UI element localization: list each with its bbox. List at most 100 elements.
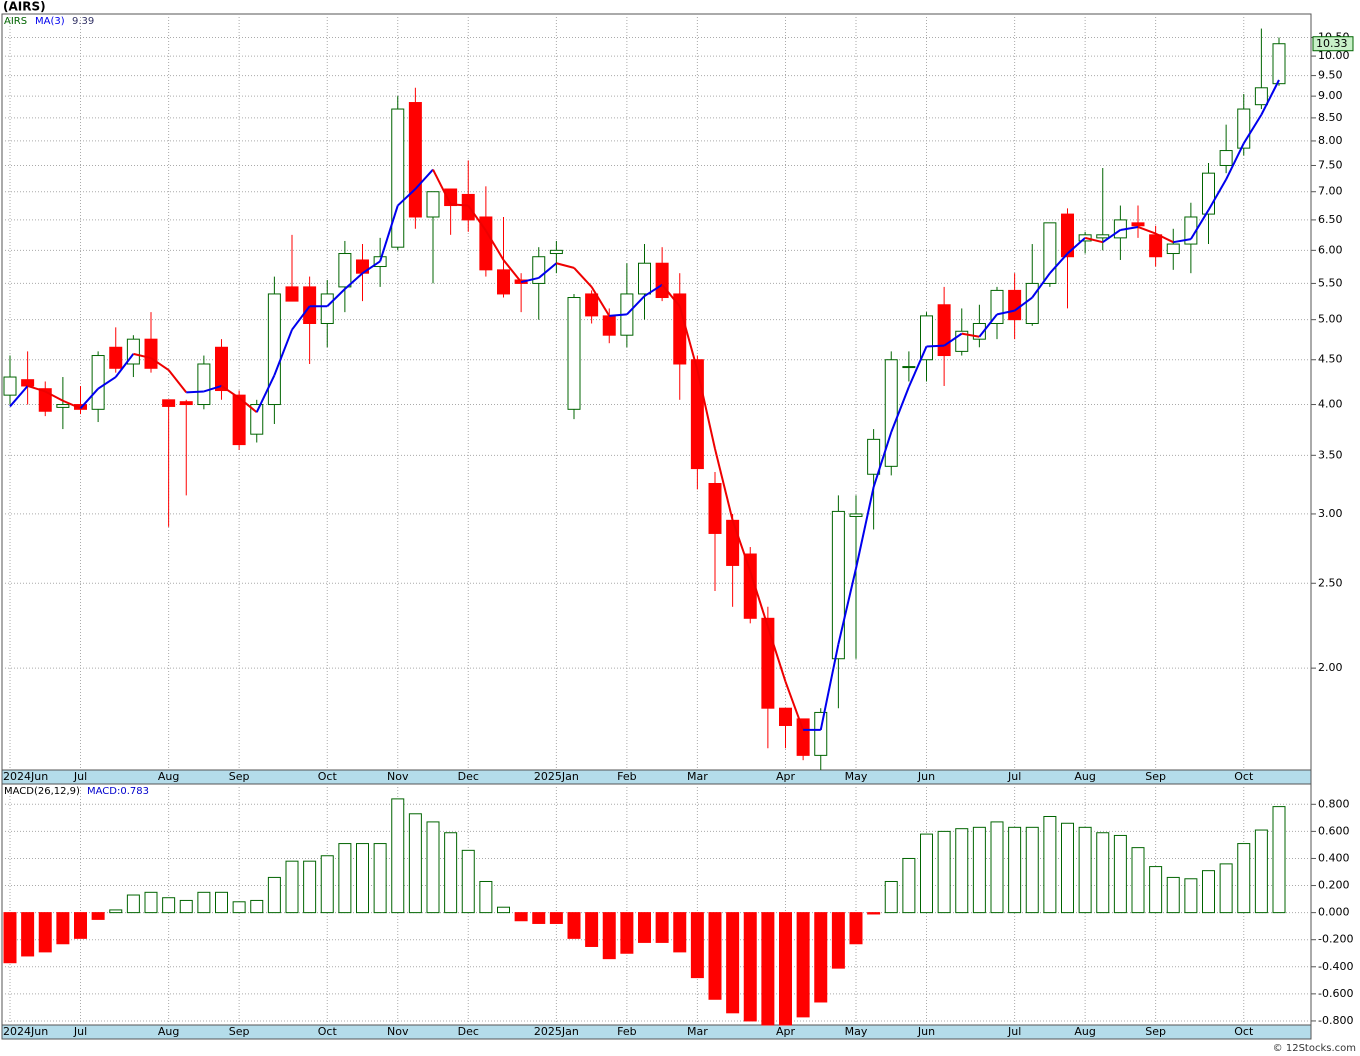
macd-bar — [602, 912, 616, 960]
ma-line — [837, 568, 857, 645]
y-tick-label: 5.00 — [1318, 313, 1343, 326]
candle-body — [320, 293, 334, 324]
macd-bar — [972, 826, 986, 914]
macd-bar — [56, 912, 70, 945]
candle-body — [444, 188, 458, 207]
y-tick-label: 7.00 — [1318, 185, 1343, 198]
ma-line — [379, 205, 399, 262]
ma-line — [97, 376, 117, 390]
ma-line — [890, 386, 910, 433]
ma-line — [1137, 226, 1156, 235]
ma-line — [943, 332, 963, 347]
x-tick-label: Mar — [687, 1025, 708, 1038]
y-tick-label: 6.00 — [1318, 243, 1343, 256]
candle-body — [1008, 289, 1022, 321]
macd-bar — [849, 912, 863, 945]
macd-bar — [1008, 826, 1022, 914]
y-tick-label: 8.00 — [1318, 134, 1343, 147]
macd-bar — [1219, 863, 1233, 914]
macd-bar — [1025, 826, 1039, 914]
macd-bar — [162, 897, 176, 914]
macd-bar — [673, 912, 687, 953]
legend-label: MA(3) — [35, 16, 65, 27]
candle-body — [338, 253, 352, 288]
macd-bar — [126, 894, 140, 914]
macd-bar — [250, 899, 264, 914]
ma-line — [520, 276, 539, 284]
y-tick-label: 5.50 — [1318, 276, 1343, 289]
macd-bar — [761, 912, 775, 1026]
ma-line — [273, 329, 293, 376]
ma-line — [186, 390, 204, 394]
macd-bar — [549, 912, 563, 924]
y-tick-label: 0.800 — [1318, 797, 1350, 810]
candle-body — [884, 359, 898, 467]
candle-body — [215, 346, 228, 392]
y-tick-label: 7.50 — [1318, 158, 1343, 171]
macd-bar — [1254, 829, 1268, 914]
x-tick-label: 2025Jan — [534, 770, 579, 783]
legend-label: MACD(26,12,9) — [4, 786, 80, 797]
y-tick-label: 0.600 — [1318, 824, 1350, 837]
candle-body — [779, 707, 792, 726]
x-tick-label: Jul — [73, 1025, 87, 1038]
ma-line — [1102, 229, 1121, 244]
ma-line — [661, 284, 681, 307]
x-axis-strip — [1, 769, 1312, 785]
ma-line — [133, 352, 152, 360]
candle-body — [1202, 172, 1215, 215]
candle-body — [232, 394, 246, 446]
macd-bar — [303, 860, 317, 914]
macd-bar — [38, 912, 52, 953]
y-tick-label: 2.00 — [1318, 661, 1343, 674]
macd-bar — [1237, 843, 1251, 914]
macd-bar — [1078, 826, 1092, 914]
candle-body — [902, 366, 916, 369]
y-tick-label: 3.50 — [1318, 448, 1343, 461]
candle-body — [708, 482, 722, 534]
x-tick-label: Sep — [229, 770, 250, 783]
x-tick-label: Sep — [229, 1025, 250, 1038]
ma-line — [556, 262, 575, 269]
ma-line — [961, 332, 980, 338]
macd-bar — [1202, 870, 1215, 914]
last-price-label: 10.33 — [1316, 37, 1348, 50]
x-tick-label: Jul — [1007, 1025, 1021, 1038]
ma-line — [749, 570, 769, 628]
ma-line — [1014, 296, 1033, 312]
ma-line — [626, 295, 646, 316]
y-tick-label: 9.00 — [1318, 89, 1343, 102]
plot-layer: 2024Jun 2024Jun Jul Jul Aug Aug Sep Sep Oct Oct No… — [2, 14, 1354, 1038]
macd-bar — [1096, 832, 1110, 914]
ma-line — [150, 357, 170, 371]
macd-bar — [884, 880, 898, 914]
candle-body — [3, 376, 17, 396]
macd-bar — [285, 860, 299, 914]
x-tick-label: Sep — [1145, 770, 1166, 783]
macd-bar — [461, 849, 475, 914]
candle-body — [549, 249, 563, 255]
ma-line — [79, 388, 99, 410]
ma-line — [784, 681, 805, 731]
ma-line — [1155, 232, 1174, 244]
y-tick-label: 0.200 — [1318, 879, 1350, 892]
ma-line — [926, 344, 945, 348]
ma-line — [855, 486, 875, 569]
candle-body — [1131, 222, 1145, 227]
candle-body — [303, 286, 317, 324]
x-tick-label: Aug — [158, 1025, 179, 1038]
ma-line — [450, 203, 469, 207]
ma-line — [1260, 79, 1280, 116]
candle-body — [638, 262, 651, 295]
macd-bar — [74, 912, 87, 939]
candle-body — [91, 355, 105, 410]
candle-body — [920, 315, 933, 361]
macd-bar — [320, 855, 334, 914]
ma-line — [432, 169, 452, 205]
macd-bar — [532, 912, 546, 924]
ma-line — [220, 385, 240, 399]
macd-bar — [479, 880, 493, 914]
macd-bar — [920, 833, 933, 914]
ma-line — [62, 399, 81, 410]
candle-body — [990, 289, 1004, 324]
